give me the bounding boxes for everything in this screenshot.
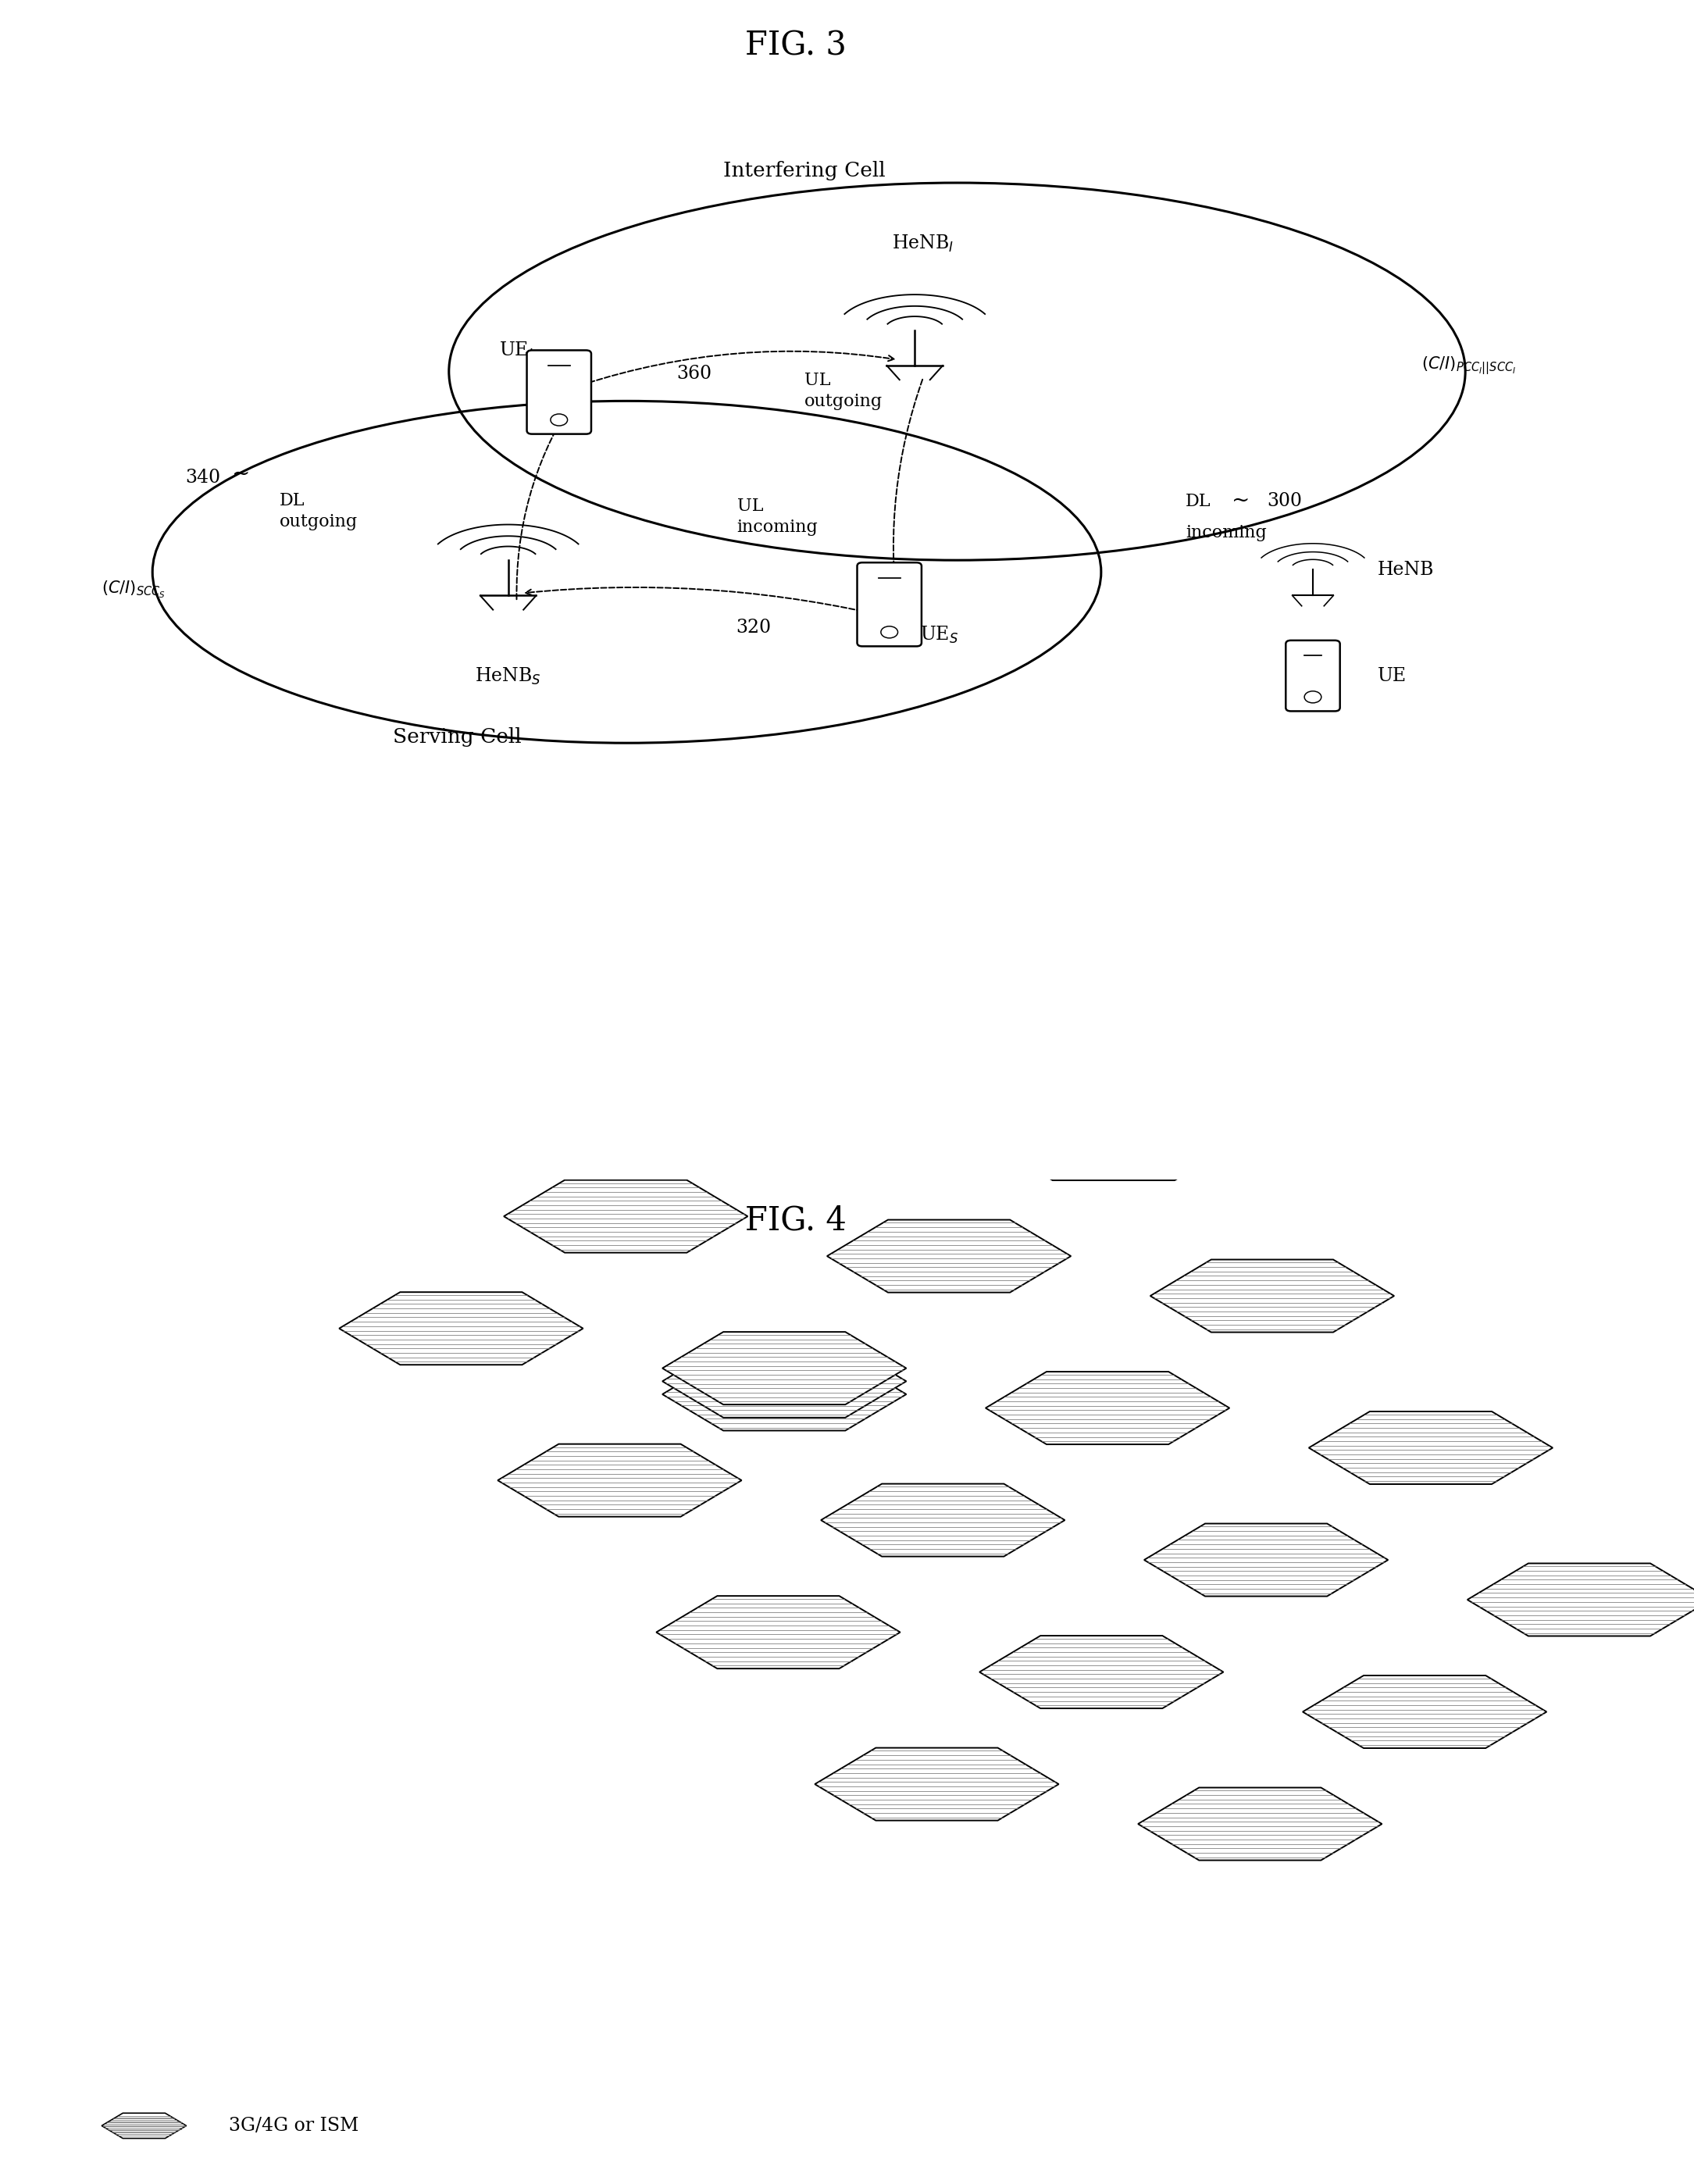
Text: UE: UE [1377,666,1406,686]
Polygon shape [991,1107,1235,1179]
Text: ~: ~ [1232,491,1250,511]
Text: HeNB$_S$: HeNB$_S$ [474,666,542,686]
Polygon shape [1143,1524,1387,1597]
Text: FIG. 3: FIG. 3 [745,31,847,63]
Polygon shape [656,1597,900,1669]
Text: 300: 300 [1267,491,1303,511]
Text: DL
outgoing: DL outgoing [280,491,357,531]
Polygon shape [662,1358,906,1431]
Text: Serving Cell: Serving Cell [393,727,522,747]
Polygon shape [979,1636,1223,1708]
FancyBboxPatch shape [527,349,591,435]
Text: $(C/I)_{PCC_I||SCC_I}$: $(C/I)_{PCC_I||SCC_I}$ [1421,356,1516,376]
Polygon shape [1150,1260,1394,1332]
Polygon shape [822,1483,1066,1557]
Polygon shape [1467,1564,1694,1636]
Polygon shape [662,1345,906,1417]
Text: UE$_S$: UE$_S$ [920,625,959,646]
Text: 3G/4G or ISM: 3G/4G or ISM [229,2116,359,2134]
Text: Interfering Cell: Interfering Cell [723,162,886,181]
Polygon shape [498,1444,742,1516]
Text: UL
outgoing: UL outgoing [805,371,883,411]
Text: 340: 340 [185,470,220,487]
Polygon shape [986,1372,1230,1444]
Text: incoming: incoming [1186,524,1267,542]
Text: $(C/I)_{SCC_S}$: $(C/I)_{SCC_S}$ [102,579,166,601]
Text: HeNB$_I$: HeNB$_I$ [893,234,954,253]
Polygon shape [339,1293,583,1365]
Polygon shape [827,1221,1071,1293]
FancyBboxPatch shape [857,563,922,646]
Polygon shape [503,1179,747,1254]
Polygon shape [662,1332,906,1404]
FancyBboxPatch shape [1286,640,1340,712]
Text: ~: ~ [232,463,251,485]
Text: 320: 320 [737,618,771,636]
Text: DL: DL [1186,494,1211,509]
Text: FIG. 4: FIG. 4 [745,1206,847,1238]
Text: UE$_I$: UE$_I$ [500,341,534,360]
Text: 360: 360 [678,365,711,382]
Text: HeNB: HeNB [1377,561,1433,579]
Polygon shape [1138,1787,1382,1861]
Polygon shape [1309,1411,1553,1485]
Polygon shape [1303,1675,1547,1747]
Polygon shape [102,2114,186,2138]
Text: UL
incoming: UL incoming [737,498,818,535]
Polygon shape [815,1747,1059,1821]
